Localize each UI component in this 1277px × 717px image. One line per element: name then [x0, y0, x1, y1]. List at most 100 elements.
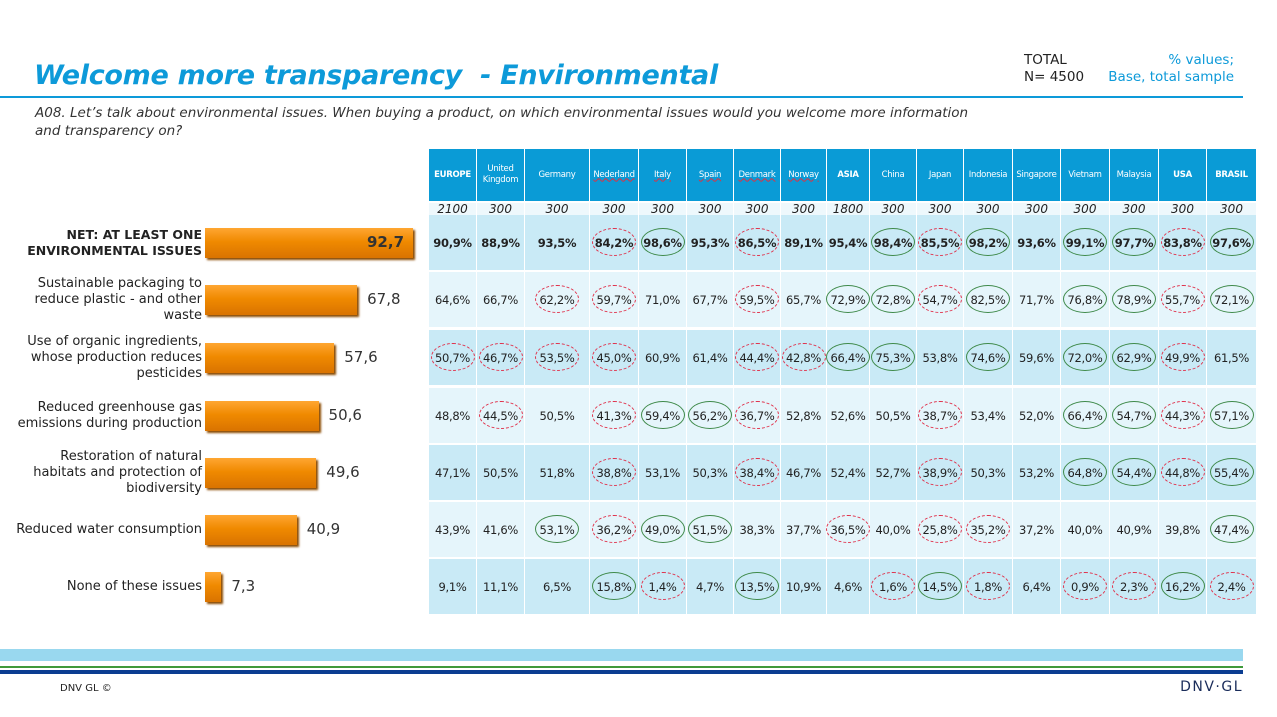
- bar-value-label: 7,3: [231, 576, 256, 595]
- significant-low-circle: [592, 457, 636, 486]
- column-header: BRASIL: [1207, 149, 1256, 201]
- column-header-label: Norway: [788, 169, 819, 180]
- bar: [205, 227, 413, 258]
- significant-high-circle: [918, 571, 962, 600]
- table-cell: 95,3%: [687, 215, 733, 270]
- table-cell: 44,4%: [734, 330, 780, 385]
- cell-value: 50,5%: [875, 408, 911, 423]
- table-cell: 86,5%: [734, 215, 780, 270]
- cell-value: 6,5%: [542, 579, 572, 594]
- significant-high-circle: [1112, 227, 1156, 256]
- significant-high-circle: [1209, 514, 1254, 543]
- table-cell: 46,7%: [477, 330, 524, 385]
- significant-low-circle: [966, 514, 1010, 543]
- table-cell: 44,8%: [1159, 445, 1206, 500]
- cell-value: 40,9%: [1116, 522, 1152, 537]
- table-cell: 65,7%: [781, 272, 826, 327]
- dnvgl-logo: DNV·GL: [1180, 679, 1243, 695]
- bar-value-label: 92,7: [367, 232, 405, 251]
- cell-value: 38,3%: [739, 522, 775, 537]
- table-cell: 4,6%: [827, 559, 869, 614]
- table-cell: 84,2%: [590, 215, 638, 270]
- cell-value: 61,4%: [692, 350, 728, 365]
- table-cell: 97,6%: [1207, 215, 1256, 270]
- table-cell: 38,4%: [734, 445, 780, 500]
- bar-category-label: Restoration of natural habitats and prot…: [33, 448, 202, 496]
- table-cell: 59,6%: [1013, 330, 1060, 385]
- table-cell: 95,4%: [827, 215, 869, 270]
- column-header: Norway: [781, 149, 826, 201]
- table-cell: 14,5%: [917, 559, 963, 614]
- table-cell: 40,0%: [1061, 502, 1109, 557]
- table-cell: 44,5%: [477, 388, 524, 443]
- cell-value: 51,8%: [539, 465, 575, 480]
- column-header-label: Japan: [928, 169, 952, 180]
- significant-low-circle: [826, 514, 870, 543]
- significant-low-circle: [478, 342, 523, 371]
- table-cell: 82,5%: [964, 272, 1012, 327]
- significant-high-circle: [1063, 400, 1107, 429]
- table-cell: 72,8%: [870, 272, 916, 327]
- base-size: 300: [870, 203, 916, 216]
- significant-low-circle: [735, 284, 779, 313]
- table-cell: 50,7%: [429, 330, 476, 385]
- cell-value: 46,7%: [785, 465, 822, 480]
- footer-line-blue: [0, 670, 1243, 674]
- title-divider: [0, 96, 1243, 98]
- significant-low-circle: [735, 342, 779, 371]
- column-header: Germany: [525, 149, 589, 201]
- bar-category-label: Reduced greenhouse gas emissions during …: [17, 399, 202, 431]
- significant-high-circle: [1160, 571, 1205, 600]
- column-header-label: China: [881, 169, 905, 180]
- base-size: 300: [1207, 203, 1256, 216]
- table-cell: 44,3%: [1159, 388, 1206, 443]
- table-cell: 41,3%: [590, 388, 638, 443]
- table-cell: 66,7%: [477, 272, 524, 327]
- table-cell: 62,9%: [1110, 330, 1158, 385]
- cell-value: 48,8%: [434, 408, 471, 423]
- table-cell: 50,5%: [525, 388, 589, 443]
- values-note-line1: % values;: [1168, 52, 1234, 68]
- table-cell: 37,2%: [1013, 502, 1060, 557]
- table-cell: 55,7%: [1159, 272, 1206, 327]
- table-cell: 1,8%: [964, 559, 1012, 614]
- table-cell: 52,8%: [781, 388, 826, 443]
- significant-high-circle: [640, 514, 685, 543]
- significant-low-circle: [430, 342, 475, 371]
- significant-high-circle: [966, 284, 1010, 313]
- cell-value: 90,9%: [433, 235, 472, 250]
- table-cell: 45,0%: [590, 330, 638, 385]
- significant-low-circle: [592, 514, 636, 543]
- table-cell: 99,1%: [1061, 215, 1109, 270]
- base-size: 300: [964, 203, 1012, 216]
- footer-band: [0, 649, 1243, 661]
- column-header: China: [870, 149, 916, 201]
- significant-high-circle: [640, 400, 685, 429]
- cell-value: 65,7%: [785, 292, 822, 307]
- bar-value-label: 50,6: [328, 405, 362, 424]
- table-cell: 76,8%: [1061, 272, 1109, 327]
- significant-low-circle: [592, 342, 636, 371]
- table-cell: 36,5%: [826, 502, 870, 557]
- table-cell: 59,5%: [734, 272, 780, 327]
- values-note: % values; Base, total sample: [1108, 52, 1234, 86]
- significant-high-circle: [871, 284, 915, 313]
- table-cell: 74,6%: [964, 330, 1012, 385]
- table-cell: 39,8%: [1159, 502, 1206, 557]
- significant-low-circle: [535, 284, 579, 313]
- column-header-label: USA: [1173, 169, 1192, 180]
- significant-low-circle: [1160, 400, 1205, 429]
- table-cell: 59,4%: [639, 388, 686, 443]
- table-cell: 85,5%: [917, 215, 963, 270]
- table-cell: 42,8%: [781, 330, 826, 385]
- cell-value: 53,2%: [1018, 465, 1055, 480]
- table-cell: 72,0%: [1061, 330, 1109, 385]
- table-cell: 40,9%: [1110, 502, 1158, 557]
- table-cell: 2,4%: [1207, 559, 1256, 614]
- table-cell: 48,8%: [429, 388, 476, 443]
- cell-value: 93,6%: [1017, 235, 1056, 250]
- significant-high-circle: [592, 571, 636, 600]
- cell-value: 47,1%: [434, 465, 471, 480]
- table-cell: 98,6%: [639, 215, 686, 270]
- table-cell: 52,6%: [827, 388, 869, 443]
